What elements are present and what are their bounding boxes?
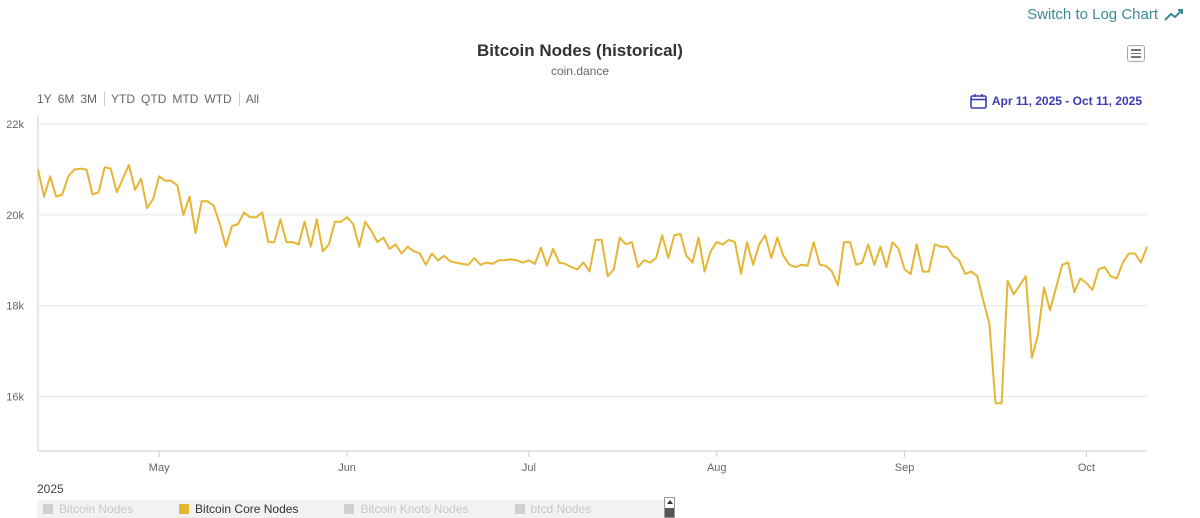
range-button-3m[interactable]: 3M [80,92,98,106]
x-tick-label: Oct [1078,462,1095,474]
range-button-6m[interactable]: 6M [57,92,75,106]
trend-line-icon [1164,8,1183,21]
x-tick-label: Aug [707,462,727,474]
range-button-qtd[interactable]: QTD [141,92,167,106]
legend-swatch [344,504,355,514]
legend: Bitcoin Nodes Bitcoin Core Nodes Bitcoin… [37,500,664,518]
range-button-all[interactable]: All [245,92,260,106]
hamburger-menu-icon [1131,49,1141,51]
range-button-ytd[interactable]: YTD [111,92,136,106]
y-tick-label: 20k [6,210,24,222]
x-tick-label: Sep [895,462,915,474]
range-button-wtd[interactable]: WTD [204,92,232,106]
y-tick-label: 18k [6,301,24,313]
series-line-bitcoin-core-nodes [37,163,1148,405]
x-tick-label: Jul [522,462,536,474]
x-tick-label: Jun [338,462,356,474]
legend-label: Bitcoin Core Nodes [195,502,299,516]
legend-label: Bitcoin Knots Nodes [360,502,469,516]
legend-label: Bitcoin Nodes [59,502,134,516]
x-axis-year-label: 2025 [37,482,64,496]
legend-item-btcd-nodes[interactable]: btcd Nodes [514,502,592,516]
legend-swatch [179,504,190,514]
range-button-1y[interactable]: 1Y [37,92,52,106]
range-separator [238,92,240,106]
legend-item-bitcoin-nodes[interactable]: Bitcoin Nodes [43,502,133,516]
legend-swatch [43,504,53,514]
legend-item-bitcoin-knots-nodes[interactable]: Bitcoin Knots Nodes [344,502,469,516]
date-range-label: Apr 11, 2025 - Oct 11, 2025 [991,94,1142,108]
date-range-picker[interactable]: Apr 11, 2025 - Oct 11, 2025 [970,93,1142,109]
x-tick-label: May [149,462,170,474]
chart-menu-button[interactable] [1127,45,1145,62]
chart-title: Bitcoin Nodes (historical) [477,41,683,60]
legend-label: btcd Nodes [530,502,592,516]
switch-to-log-chart-label: Switch to Log Chart [1027,6,1158,23]
scroll-up-arrow-icon [667,500,673,504]
series-layer [37,163,1148,405]
chart-subtitle: coin.dance [550,64,610,78]
legend-swatch [514,504,525,514]
legend-scrollbar[interactable] [664,497,675,518]
y-axis: 16k 18k 20k 22k [6,115,39,451]
range-selector: 1Y 6M 3M YTD QTD MTD WTD All [37,92,265,106]
x-axis: May Jun Jul Aug Sep Oct [38,450,1147,474]
y-tick-label: 22k [6,119,24,131]
legend-item-bitcoin-core-nodes[interactable]: Bitcoin Core Nodes [179,502,298,516]
range-button-mtd[interactable]: MTD [172,92,199,106]
scroll-down-handle [665,508,674,517]
grid-lines [38,123,1147,398]
calendar-icon [970,94,987,109]
switch-to-log-chart-link[interactable]: Switch to Log Chart [1027,6,1184,23]
y-tick-label: 16k [6,392,24,404]
range-separator [104,92,106,106]
